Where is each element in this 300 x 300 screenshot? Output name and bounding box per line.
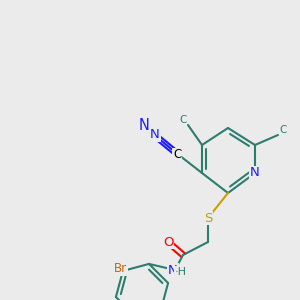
Text: N: N	[168, 263, 178, 277]
Text: N: N	[150, 128, 160, 142]
Text: O: O	[163, 236, 173, 248]
Text: ·H: ·H	[175, 267, 187, 277]
Text: C: C	[173, 148, 181, 161]
Text: N: N	[250, 167, 260, 179]
Text: C: C	[179, 115, 187, 125]
Text: C: C	[279, 125, 287, 135]
Text: S: S	[204, 212, 212, 224]
Text: Br: Br	[114, 262, 128, 275]
Text: N: N	[139, 118, 149, 134]
